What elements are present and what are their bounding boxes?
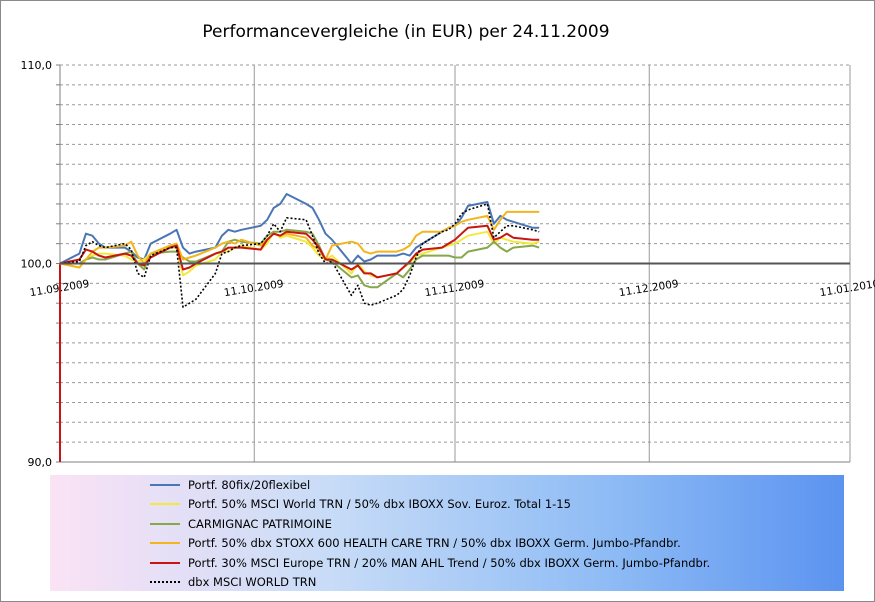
series-line-5: [59, 203, 540, 309]
legend-item: Portf. 50% dbx STOXX 600 HEALTH CARE TRN…: [150, 534, 681, 552]
legend-item: Portf. 50% MSCI World TRN / 50% dbx IBOX…: [150, 495, 571, 513]
legend-item: Portf. 30% MSCI Europe TRN / 20% MAN AHL…: [150, 554, 710, 572]
legend-swatch: [150, 581, 180, 583]
legend-item: dbx MSCI WORLD TRN: [150, 573, 316, 591]
legend-label: Portf. 50% dbx STOXX 600 HEALTH CARE TRN…: [188, 536, 681, 551]
legend-swatch: [150, 484, 180, 486]
legend-label: dbx MSCI WORLD TRN: [188, 575, 317, 589]
legend-item: CARMIGNAC PATRIMOINE: [150, 515, 332, 533]
y-tick-label: 90,0: [28, 456, 53, 469]
chart-title: Performancevergleiche (in EUR) per 24.11…: [202, 22, 610, 42]
x-tick-label: 11.01.2010: [819, 278, 875, 299]
series-line-3: [59, 210, 540, 269]
legend-swatch: [150, 503, 180, 506]
legend-item: Portf. 80fix/20flexibel: [150, 476, 310, 494]
legend-swatch: [150, 522, 180, 525]
legend-swatch: [150, 542, 180, 545]
series-line-0: [59, 193, 540, 265]
legend-label: Portf. 30% MSCI Europe TRN / 20% MAN AHL…: [188, 555, 711, 570]
legend-label: Portf. 80fix/20flexibel: [188, 478, 311, 492]
series-line-4: [59, 224, 540, 279]
legend-label: CARMIGNAC PATRIMOINE: [188, 516, 332, 531]
series-line-2: [60, 228, 540, 289]
legend-label: Portf. 50% MSCI World TRN / 50% dbx IBOX…: [188, 497, 571, 512]
legend-swatch: [150, 561, 180, 564]
y-tick-label: 110,0: [21, 59, 53, 72]
y-tick-label: 100,0: [21, 258, 53, 271]
legend: Portf. 80fix/20flexibel Portf. 50% MSCI W…: [50, 475, 844, 591]
